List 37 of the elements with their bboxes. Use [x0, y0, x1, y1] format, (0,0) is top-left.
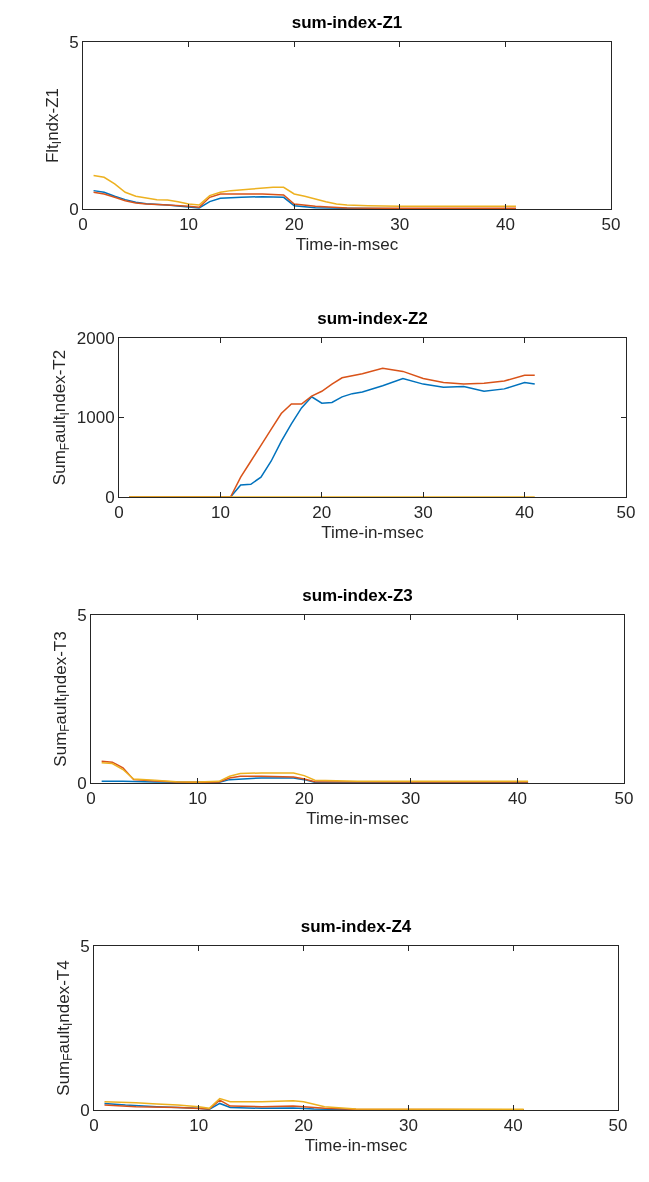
y-tick-label: 0	[105, 487, 115, 507]
x-axis-title: Time-in-msec	[321, 522, 425, 542]
x-tick-label: 30	[401, 789, 421, 809]
x-tick-label: 50	[601, 215, 621, 235]
x-tick-label: 10	[188, 789, 208, 809]
x-tick-label: 10	[210, 503, 230, 523]
chart-title: sum-index-Z2	[317, 308, 428, 328]
x-tick-label: 30	[413, 503, 433, 523]
x-tick-label: 40	[503, 1116, 523, 1136]
x-axis-title: Time-in-msec	[304, 1135, 408, 1155]
x-tick-label: 10	[179, 215, 199, 235]
x-tick-label: 20	[312, 503, 332, 523]
y-tick-label: 5	[80, 936, 90, 956]
chart-title: sum-index-Z4	[300, 916, 412, 936]
x-tick-label: 20	[294, 1116, 314, 1136]
x-axis-title: Time-in-msec	[295, 234, 399, 254]
y-tick-label: 2000	[76, 328, 115, 348]
y-tick-label: 0	[69, 199, 79, 219]
x-tick-label: 10	[189, 1116, 209, 1136]
x-tick-label: 50	[614, 789, 634, 809]
y-tick-label: 5	[69, 32, 79, 52]
x-tick-label: 40	[515, 503, 535, 523]
x-tick-label: 40	[495, 215, 515, 235]
x-tick-label: 20	[294, 789, 314, 809]
chart-title: sum-index-Z1	[291, 12, 403, 32]
chart-title: sum-index-Z3	[302, 585, 413, 605]
y-tick-label: 5	[77, 605, 87, 625]
x-tick-label: 40	[507, 789, 527, 809]
x-tick-label: 20	[284, 215, 304, 235]
y-tick-label: 0	[77, 773, 87, 793]
y-tick-label: 1000	[76, 408, 115, 428]
x-tick-label: 50	[608, 1116, 628, 1136]
y-tick-label: 0	[80, 1100, 90, 1120]
x-tick-label: 50	[616, 503, 636, 523]
x-axis-title: Time-in-msec	[306, 808, 410, 828]
x-tick-label: 30	[398, 1116, 418, 1136]
x-tick-label: 30	[390, 215, 410, 235]
